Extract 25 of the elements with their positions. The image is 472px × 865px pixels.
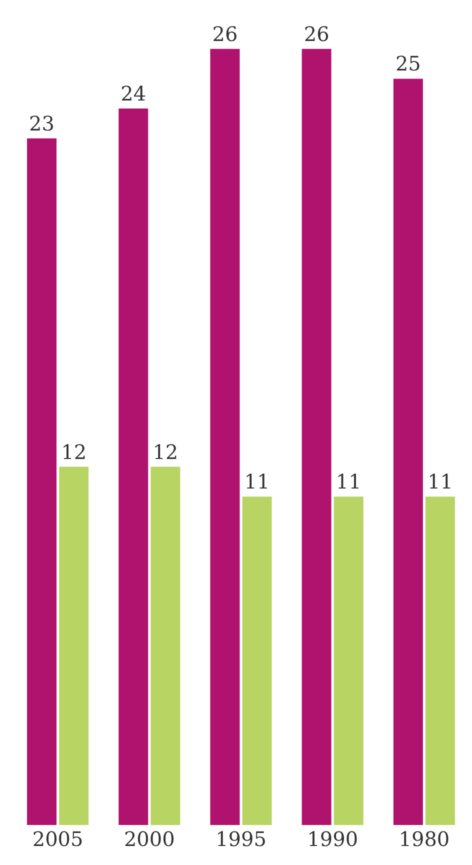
x-tick-label: 2000 (124, 827, 175, 851)
x-tick-label: 1980 (398, 827, 450, 851)
bar (302, 48, 332, 825)
data-label: 24 (120, 82, 146, 106)
data-label: 11 (336, 470, 362, 494)
x-tick-label: 2005 (32, 827, 84, 851)
bar (242, 496, 272, 825)
bar (27, 138, 57, 825)
bar (59, 466, 89, 825)
x-tick-label: 1990 (307, 827, 358, 851)
bar (118, 108, 148, 825)
bar (210, 48, 240, 825)
data-label: 26 (212, 22, 238, 46)
data-label: 11 (244, 470, 270, 494)
data-label: 12 (152, 440, 178, 464)
data-label: 25 (395, 52, 421, 76)
data-label: 23 (29, 111, 54, 136)
data-label: 26 (304, 22, 330, 46)
data-label: 11 (428, 470, 453, 494)
data-label: 12 (61, 440, 87, 464)
bar (425, 496, 455, 825)
bar (334, 496, 364, 825)
x-tick-label: 1995 (216, 827, 266, 851)
bar (150, 466, 180, 825)
bar (393, 78, 423, 825)
